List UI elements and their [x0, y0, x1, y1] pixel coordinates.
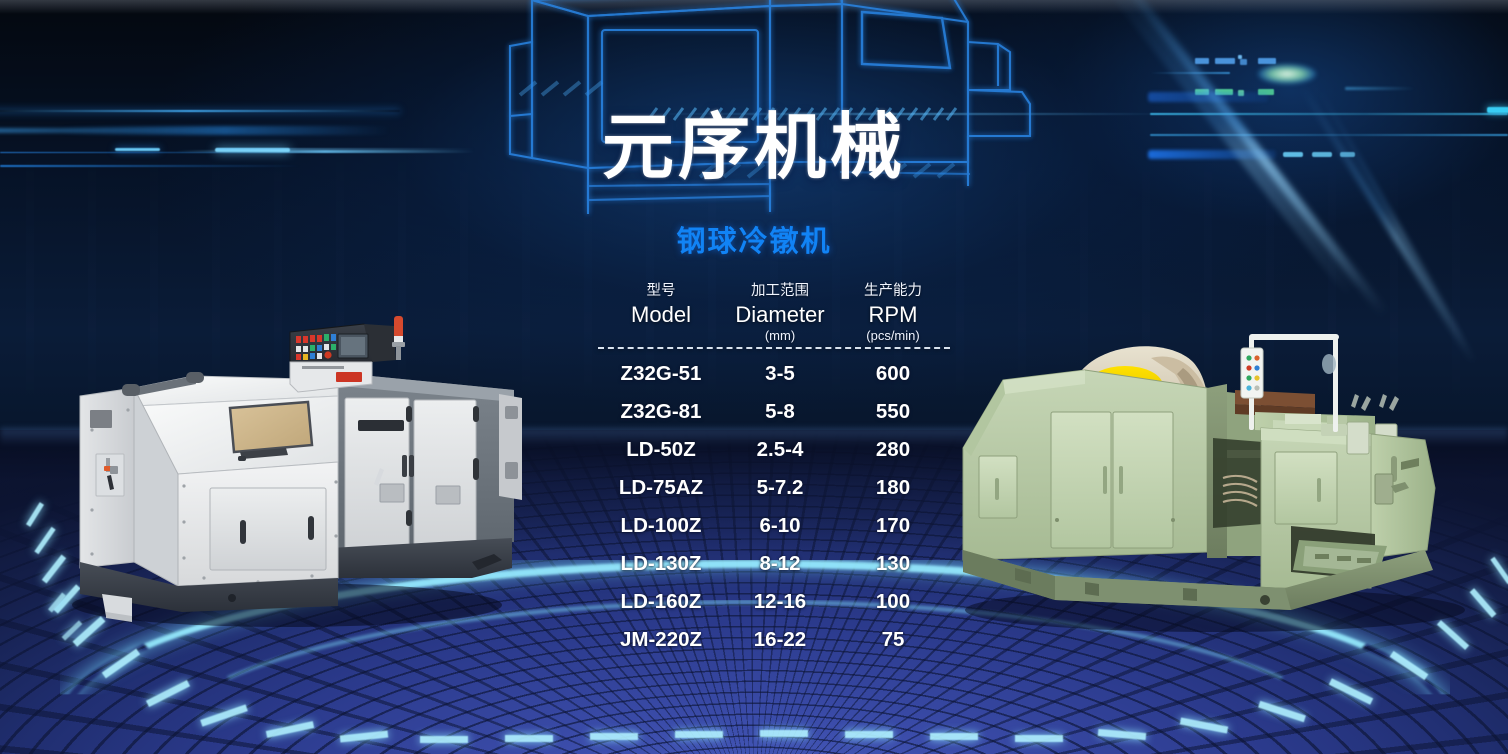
tech-streak [1283, 152, 1303, 157]
machine-left-cold-header [62, 310, 522, 627]
cell-model: JM-220Z [619, 628, 703, 651]
cell-model: LD-130Z [620, 552, 702, 575]
cell-model: Z32G-51 [620, 362, 702, 385]
tech-chip [1195, 58, 1209, 64]
floor-tick [760, 730, 808, 737]
floor-tick [845, 731, 893, 738]
cell-model: LD-75AZ [618, 476, 704, 499]
cell-model: LD-160Z [620, 590, 702, 613]
table-row: LD-100Z 6-10 170 [598, 507, 950, 545]
tech-streak [175, 150, 475, 153]
spec-column-rpm: 生产能力 RPM (pcs/min) [836, 282, 950, 344]
cell-rpm: 280 [875, 438, 911, 461]
table-row: Z32G-51 3-5 600 [598, 355, 950, 393]
column-label-cn: 加工范围 [751, 283, 809, 299]
cell-diameter: 16-22 [753, 628, 807, 651]
floor-arc-glow-secondary [150, 600, 1360, 714]
tech-streak [1312, 152, 1332, 157]
tech-chip [1215, 58, 1235, 64]
cell-model: LD-100Z [620, 514, 702, 537]
cell-diameter: 8-12 [759, 552, 801, 575]
floor-tick [590, 733, 638, 740]
page-title: 元序机械 [601, 108, 906, 188]
column-label-cn: 型号 [646, 283, 676, 299]
floor-tick [675, 731, 723, 738]
floor-tick [930, 733, 978, 740]
floor-arc-glow [60, 560, 1450, 694]
spec-table-divider [598, 347, 950, 349]
table-row: Z32G-81 5-8 550 [598, 393, 950, 431]
column-unit: (mm) [764, 328, 796, 343]
column-unit: (pcs/min) [866, 328, 920, 343]
cell-diameter: 5-7.2 [756, 476, 804, 499]
tech-streak [0, 128, 250, 133]
tech-streak [216, 148, 476, 150]
tech-streak [1150, 134, 1508, 136]
lens-flare-icon [1258, 64, 1316, 84]
tech-streak [1487, 107, 1508, 113]
cell-diameter: 3-5 [765, 362, 795, 385]
cell-model: LD-50Z [626, 438, 696, 461]
spec-table-header: 型号 Model 加工范围 Diameter (mm) 生产能力 RPM (pc… [598, 282, 950, 344]
tech-streak [0, 110, 400, 112]
table-row: JM-220Z 16-22 75 [598, 621, 950, 659]
cell-model: Z32G-81 [620, 400, 702, 423]
cell-rpm: 100 [875, 590, 911, 613]
cell-rpm: 130 [875, 552, 911, 575]
tech-hatch-marks [698, 162, 956, 179]
tech-streak [1150, 113, 1508, 115]
column-label-en: Model [631, 302, 691, 327]
tech-chip [1258, 58, 1276, 64]
tech-streak [1340, 152, 1355, 157]
table-row: LD-75AZ 5-7.2 180 [598, 469, 950, 507]
tech-hatch-marks [646, 107, 958, 121]
floor-tick [1015, 735, 1063, 742]
spec-column-diameter: 加工范围 Diameter (mm) [724, 282, 836, 344]
tech-chip [1240, 59, 1247, 65]
table-row: LD-160Z 12-16 100 [598, 583, 950, 621]
machine-right-cold-header [955, 288, 1475, 633]
column-unit-spacer [598, 328, 724, 344]
truck-wireframe-icon [470, 0, 1090, 216]
tech-streak [0, 165, 300, 167]
tech-chip [1238, 55, 1242, 59]
floor-tick [505, 735, 553, 742]
column-label-cn: 生产能力 [864, 283, 922, 299]
table-row: LD-130Z 8-12 130 [598, 545, 950, 583]
tech-streak [115, 148, 160, 151]
spec-table-body: Z32G-51 3-5 600 Z32G-81 5-8 550 LD-50Z 2… [598, 355, 950, 659]
cell-diameter: 12-16 [753, 590, 807, 613]
cell-diameter: 6-10 [759, 514, 801, 537]
cell-rpm: 75 [881, 628, 905, 651]
cell-rpm: 550 [875, 400, 911, 423]
cell-rpm: 170 [875, 514, 911, 537]
tech-streak [650, 113, 1170, 115]
table-row: LD-50Z 2.5-4 280 [598, 431, 950, 469]
floor-tick [420, 736, 468, 743]
spec-column-model: 型号 Model [598, 282, 724, 344]
cell-diameter: 2.5-4 [756, 438, 804, 461]
tech-streak [1345, 87, 1415, 90]
tech-streak [1148, 150, 1276, 159]
cell-rpm: 180 [875, 476, 911, 499]
spec-table: 型号 Model 加工范围 Diameter (mm) 生产能力 RPM (pc… [598, 282, 950, 659]
page-subtitle: 钢球冷镦机 [676, 226, 832, 258]
column-label-en: RPM [868, 302, 918, 327]
tech-streak [215, 148, 290, 152]
column-label-en: Diameter [735, 302, 825, 327]
cell-rpm: 600 [875, 362, 911, 385]
cell-diameter: 5-8 [765, 400, 795, 423]
